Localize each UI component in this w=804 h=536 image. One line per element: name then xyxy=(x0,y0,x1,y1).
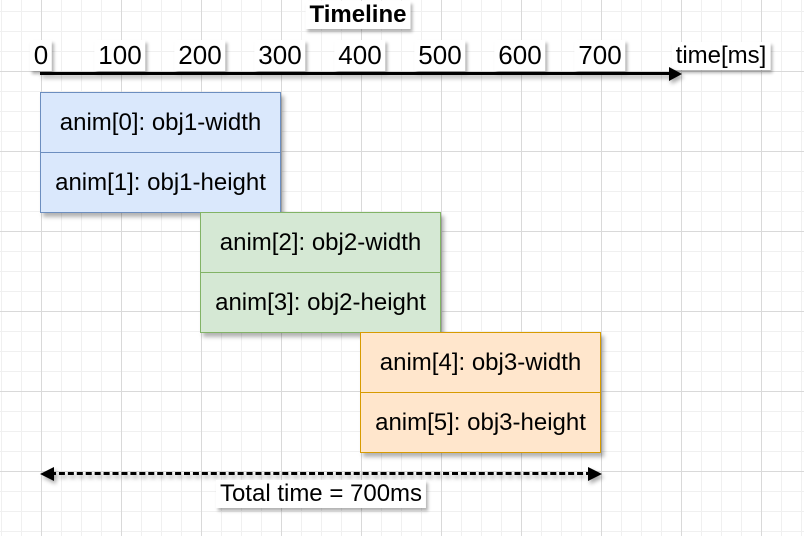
arrowhead-left-icon xyxy=(40,466,54,481)
bar-label: anim[5]: obj3-height xyxy=(375,408,586,436)
total-time-label: Total time = 700ms xyxy=(215,480,427,509)
total-duration-arrow xyxy=(40,466,602,481)
axis-tick-label: 100 xyxy=(94,40,146,71)
axis-tick-label: 600 xyxy=(494,40,546,71)
timeline-bar: anim[2]: obj2-width xyxy=(201,213,440,272)
axis-tick-label: 500 xyxy=(414,40,466,71)
time-axis-line xyxy=(40,66,682,81)
arrowhead-right-icon xyxy=(588,466,602,481)
timeline-title: Timeline xyxy=(305,1,411,30)
axis-tick-label: 400 xyxy=(334,40,386,71)
axis-arrowhead-icon xyxy=(669,66,682,81)
timeline-bar: anim[3]: obj2-height xyxy=(201,272,440,332)
bar-label: anim[2]: obj2-width xyxy=(219,228,422,256)
bar-label: anim[4]: obj3-width xyxy=(379,348,582,376)
axis-tick-label: 0 xyxy=(29,40,53,71)
axis-tick-label: 200 xyxy=(174,40,226,71)
axis-tick-label: 700 xyxy=(574,40,626,71)
dashed-line xyxy=(50,471,592,475)
timeline-bar: anim[1]: obj1-height xyxy=(41,152,280,212)
time-unit-label: time[ms] xyxy=(671,42,771,71)
timeline-bar: anim[4]: obj3-width xyxy=(361,333,600,392)
bar-group-obj1: anim[0]: obj1-width anim[1]: obj1-height xyxy=(40,92,281,213)
bar-label: anim[0]: obj1-width xyxy=(59,108,262,136)
bar-label: anim[3]: obj2-height xyxy=(215,288,426,316)
bar-group-obj3: anim[4]: obj3-width anim[5]: obj3-height xyxy=(360,332,601,453)
timeline-bar: anim[0]: obj1-width xyxy=(41,93,280,152)
bar-group-obj2: anim[2]: obj2-width anim[3]: obj2-height xyxy=(200,212,441,333)
axis-tick-label: 300 xyxy=(254,40,306,71)
bar-label: anim[1]: obj1-height xyxy=(55,168,266,196)
timeline-bar: anim[5]: obj3-height xyxy=(361,392,600,452)
